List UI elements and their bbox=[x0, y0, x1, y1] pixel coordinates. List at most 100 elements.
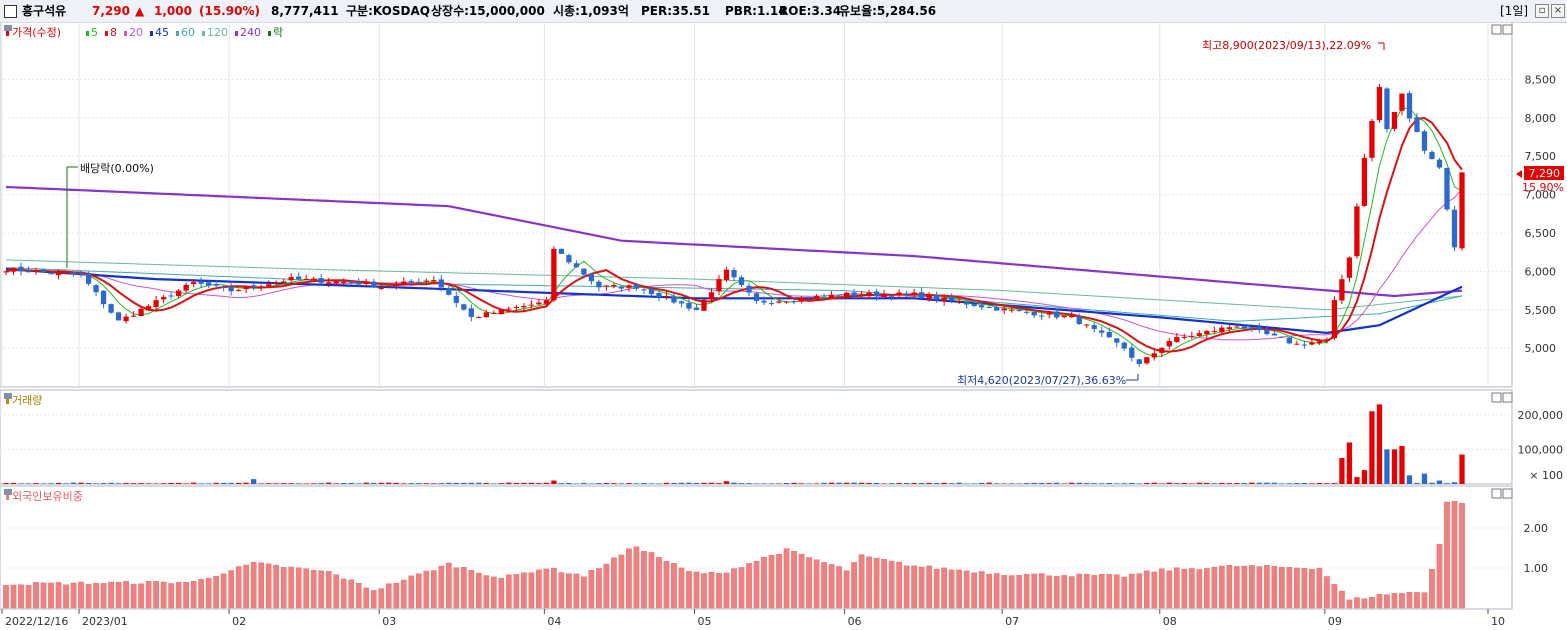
candle-body bbox=[438, 279, 444, 288]
volume-bar bbox=[1399, 445, 1405, 484]
volume-bar bbox=[483, 483, 489, 484]
volume-restore-icon[interactable] bbox=[1491, 392, 1502, 403]
foreign-bar bbox=[551, 567, 557, 609]
stock-chart: 5,000 5,500 6,000 6,500 7,000 7,500 8,000 8,500… bbox=[0, 22, 1564, 628]
foreign-bar bbox=[63, 584, 69, 609]
close-icon[interactable]: × bbox=[1551, 4, 1565, 18]
candle-body bbox=[1121, 342, 1127, 349]
foreign-bar bbox=[423, 570, 430, 609]
price-tick-label: 7,500 bbox=[1525, 150, 1557, 163]
candle-body bbox=[971, 304, 977, 306]
volume-bar bbox=[791, 482, 797, 484]
volume-tick-label: 100,000 bbox=[1518, 443, 1564, 456]
foreign-bar bbox=[791, 551, 797, 609]
foreign-bar bbox=[25, 585, 32, 609]
foreign-bar bbox=[228, 570, 234, 609]
candle-body bbox=[401, 281, 407, 285]
candle-body bbox=[1136, 359, 1142, 365]
foreign-axis: 1.00 2.00 bbox=[1524, 522, 1549, 575]
date-tick-label: 10 bbox=[1491, 615, 1505, 628]
foreign-bar bbox=[1016, 575, 1023, 609]
volume-bar bbox=[10, 482, 17, 484]
candle-body bbox=[431, 280, 437, 282]
candle-body bbox=[93, 285, 99, 293]
volume-bar bbox=[1099, 483, 1105, 484]
candle-body bbox=[1451, 209, 1458, 248]
candle-body bbox=[1271, 333, 1277, 336]
candle-body bbox=[63, 272, 69, 274]
panel-close-icon[interactable] bbox=[1502, 24, 1513, 35]
candle-body bbox=[273, 282, 279, 284]
volume-bar bbox=[761, 483, 767, 484]
foreign-restore-icon[interactable] bbox=[1491, 488, 1502, 499]
volume-bar bbox=[1054, 482, 1060, 484]
volume-axis: 100,000 200,000 × 100 bbox=[1518, 409, 1564, 482]
foreign-close-icon[interactable] bbox=[1502, 488, 1513, 499]
date-tick-label: 2022/12/16 bbox=[5, 615, 68, 628]
volume-bar bbox=[408, 483, 414, 484]
volume-bar bbox=[476, 482, 482, 484]
candle-body bbox=[828, 294, 835, 298]
candle-body bbox=[221, 286, 227, 288]
volume-bar bbox=[1121, 483, 1127, 484]
volume-bar bbox=[1354, 477, 1360, 484]
candle-body bbox=[1376, 87, 1383, 121]
date-tick-label: 06 bbox=[848, 615, 862, 628]
volume-menu-icon[interactable] bbox=[4, 393, 12, 399]
candle-body bbox=[393, 283, 399, 287]
volume-bar bbox=[393, 482, 399, 484]
volume-bar bbox=[528, 482, 534, 484]
foreign-bar bbox=[588, 570, 595, 609]
panel-menu-icon[interactable] bbox=[4, 25, 12, 31]
restore-icon[interactable]: ▫ bbox=[1535, 4, 1549, 18]
candle-body bbox=[1151, 353, 1157, 358]
dividend-annotation: 배당락(0.00%) bbox=[66, 162, 154, 268]
foreign-bar bbox=[10, 584, 17, 609]
candle-body bbox=[806, 298, 812, 300]
volume-bar bbox=[48, 483, 54, 484]
volume-bar bbox=[371, 482, 377, 484]
candle-body bbox=[1264, 329, 1270, 335]
volume-bar bbox=[971, 483, 977, 484]
select-checkbox[interactable] bbox=[4, 5, 17, 18]
volume-bar bbox=[1376, 404, 1383, 484]
foreign-bar bbox=[656, 557, 662, 609]
legend-swatch-ma-20 bbox=[124, 31, 127, 36]
legend-ma-8: 8 bbox=[110, 26, 117, 39]
candle-body bbox=[1204, 330, 1210, 335]
foreign-bar bbox=[348, 579, 355, 609]
period-selector[interactable]: [1일] bbox=[1500, 4, 1529, 18]
volume-bar bbox=[1061, 483, 1067, 484]
volume-bar bbox=[168, 482, 174, 484]
candle-body bbox=[483, 312, 489, 318]
foreign-bar bbox=[956, 569, 962, 609]
candle-body bbox=[836, 295, 842, 297]
volume-gridlines bbox=[0, 414, 1512, 450]
foreign-bar bbox=[468, 570, 475, 609]
volume-bar bbox=[986, 482, 992, 484]
volume-bar bbox=[423, 483, 429, 484]
foreign-bar bbox=[168, 583, 174, 609]
foreign-menu-icon[interactable] bbox=[4, 489, 12, 495]
foreign-bar bbox=[573, 573, 580, 609]
foreign-bar bbox=[303, 568, 310, 609]
foreign-bar bbox=[453, 567, 460, 609]
volume-bar bbox=[656, 483, 662, 484]
foreign-bar bbox=[1091, 575, 1098, 609]
volume-bar bbox=[919, 482, 925, 484]
volume-bar bbox=[911, 483, 917, 484]
volume-bar bbox=[221, 482, 227, 484]
volume-close-icon[interactable] bbox=[1502, 392, 1513, 403]
foreign-bar bbox=[3, 585, 9, 609]
volume-bar bbox=[1316, 482, 1323, 484]
foreign-tick-label: 1.00 bbox=[1524, 562, 1549, 575]
panel-restore-icon[interactable] bbox=[1491, 24, 1502, 35]
volume-bar bbox=[1406, 475, 1413, 484]
foreign-bar bbox=[806, 557, 812, 609]
candle-body bbox=[888, 295, 895, 297]
foreign-bar bbox=[1309, 569, 1315, 609]
foreign-bar bbox=[213, 576, 219, 609]
volume-bar bbox=[236, 482, 242, 484]
dividend-label: 배당락(0.00%) bbox=[80, 162, 154, 175]
price-tick-label: 7,000 bbox=[1525, 189, 1557, 202]
